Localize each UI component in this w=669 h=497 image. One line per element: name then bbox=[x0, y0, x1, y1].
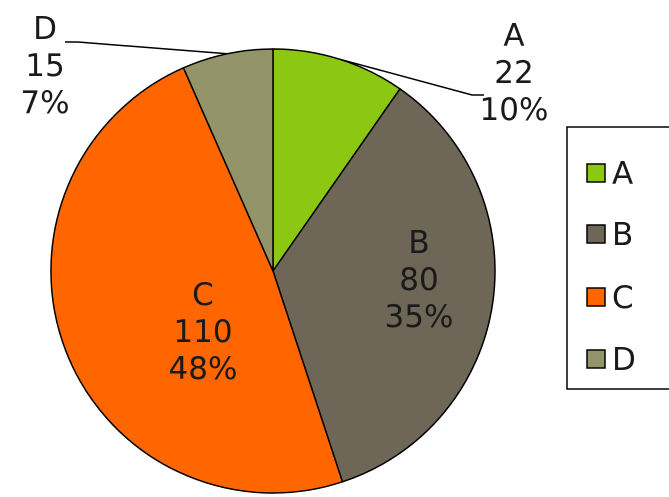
legend-swatch-b bbox=[586, 224, 606, 244]
pie-slice-a bbox=[272, 48, 402, 274]
pie-slice-b bbox=[272, 87, 496, 483]
data-label-b-value: 80 bbox=[399, 262, 438, 298]
data-label-c-category: C bbox=[192, 277, 214, 313]
data-label-b-category: B bbox=[408, 225, 429, 261]
legend-frame bbox=[566, 126, 669, 390]
data-label-b-percent: 35% bbox=[385, 299, 454, 335]
pie-slice-c bbox=[50, 66, 344, 494]
data-label-a-percent: 10% bbox=[480, 92, 549, 128]
leader-lines bbox=[65, 41, 484, 96]
data-label-c-percent: 48% bbox=[169, 351, 238, 387]
data-label-a-category: A bbox=[503, 18, 524, 54]
legend-swatch-c bbox=[586, 287, 606, 307]
data-label-a-value: 22 bbox=[494, 55, 533, 91]
legend-entry-a: A bbox=[612, 156, 633, 192]
legend-entry-c: C bbox=[612, 280, 634, 316]
data-label-d-category: D bbox=[33, 11, 57, 47]
leader-line-d bbox=[65, 41, 228, 55]
data-label-c-value: 110 bbox=[173, 314, 232, 350]
legend-swatch-d bbox=[586, 349, 606, 369]
leader-line-a bbox=[339, 58, 484, 96]
legend-entry-d: D bbox=[612, 342, 636, 378]
data-label-d-value: 15 bbox=[25, 48, 64, 84]
data-label-d-percent: 7% bbox=[20, 85, 69, 121]
pie-slices bbox=[50, 48, 496, 494]
pie-slice-d bbox=[182, 48, 274, 272]
legend-entry-b: B bbox=[612, 217, 633, 253]
legend-swatch-a bbox=[586, 163, 606, 183]
